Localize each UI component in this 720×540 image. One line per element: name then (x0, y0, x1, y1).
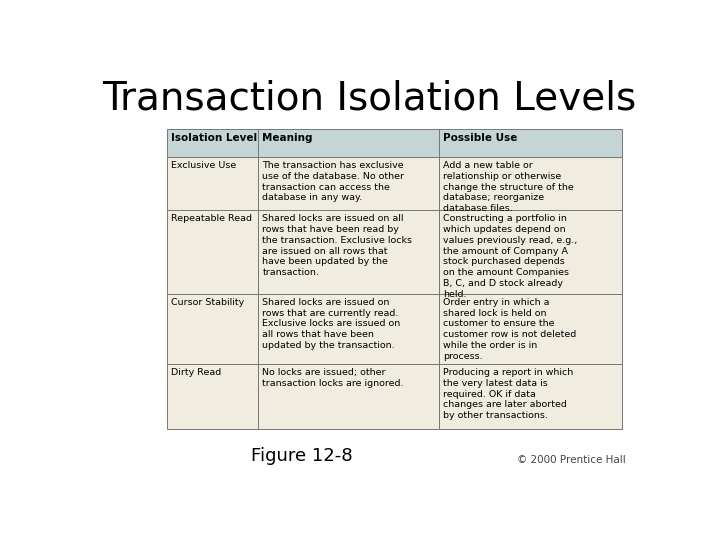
Text: Exclusive Use: Exclusive Use (171, 161, 236, 170)
Bar (439, 294, 622, 364)
Bar (258, 364, 439, 429)
Bar (258, 294, 439, 364)
Text: Constructing a portfolio in
which updates depend on
values previously read, e.g.: Constructing a portfolio in which update… (443, 214, 577, 299)
Text: © 2000 Prentice Hall: © 2000 Prentice Hall (517, 455, 626, 465)
Bar (258, 210, 439, 294)
Text: Order entry in which a
shared lock is held on
customer to ensure the
customer ro: Order entry in which a shared lock is he… (443, 298, 576, 361)
Bar (439, 157, 622, 210)
Bar (167, 364, 258, 429)
Text: Possible Use: Possible Use (443, 133, 517, 144)
Text: Transaction Isolation Levels: Transaction Isolation Levels (102, 79, 636, 117)
Bar (167, 210, 258, 294)
Bar (167, 129, 258, 157)
Bar (439, 129, 622, 157)
Text: Repeatable Read: Repeatable Read (171, 214, 252, 224)
Text: Isolation Level: Isolation Level (171, 133, 257, 144)
Text: Shared locks are issued on
rows that are currently read.
Exclusive locks are iss: Shared locks are issued on rows that are… (262, 298, 400, 350)
Bar (258, 157, 439, 210)
Bar (167, 294, 258, 364)
Text: Meaning: Meaning (262, 133, 313, 144)
Text: Figure 12-8: Figure 12-8 (251, 447, 353, 465)
Text: Cursor Stability: Cursor Stability (171, 298, 244, 307)
Text: Add a new table or
relationship or otherwise
change the structure of the
databas: Add a new table or relationship or other… (443, 161, 574, 213)
Text: Shared locks are issued on all
rows that have been read by
the transaction. Excl: Shared locks are issued on all rows that… (262, 214, 413, 277)
Bar (167, 157, 258, 210)
Text: No locks are issued; other
transaction locks are ignored.: No locks are issued; other transaction l… (262, 368, 404, 388)
Text: The transaction has exclusive
use of the database. No other
transaction can acce: The transaction has exclusive use of the… (262, 161, 405, 202)
Bar (439, 364, 622, 429)
Text: Dirty Read: Dirty Read (171, 368, 221, 377)
Bar (258, 129, 439, 157)
Text: Producing a report in which
the very latest data is
required. OK if data
changes: Producing a report in which the very lat… (443, 368, 573, 420)
Bar (439, 210, 622, 294)
